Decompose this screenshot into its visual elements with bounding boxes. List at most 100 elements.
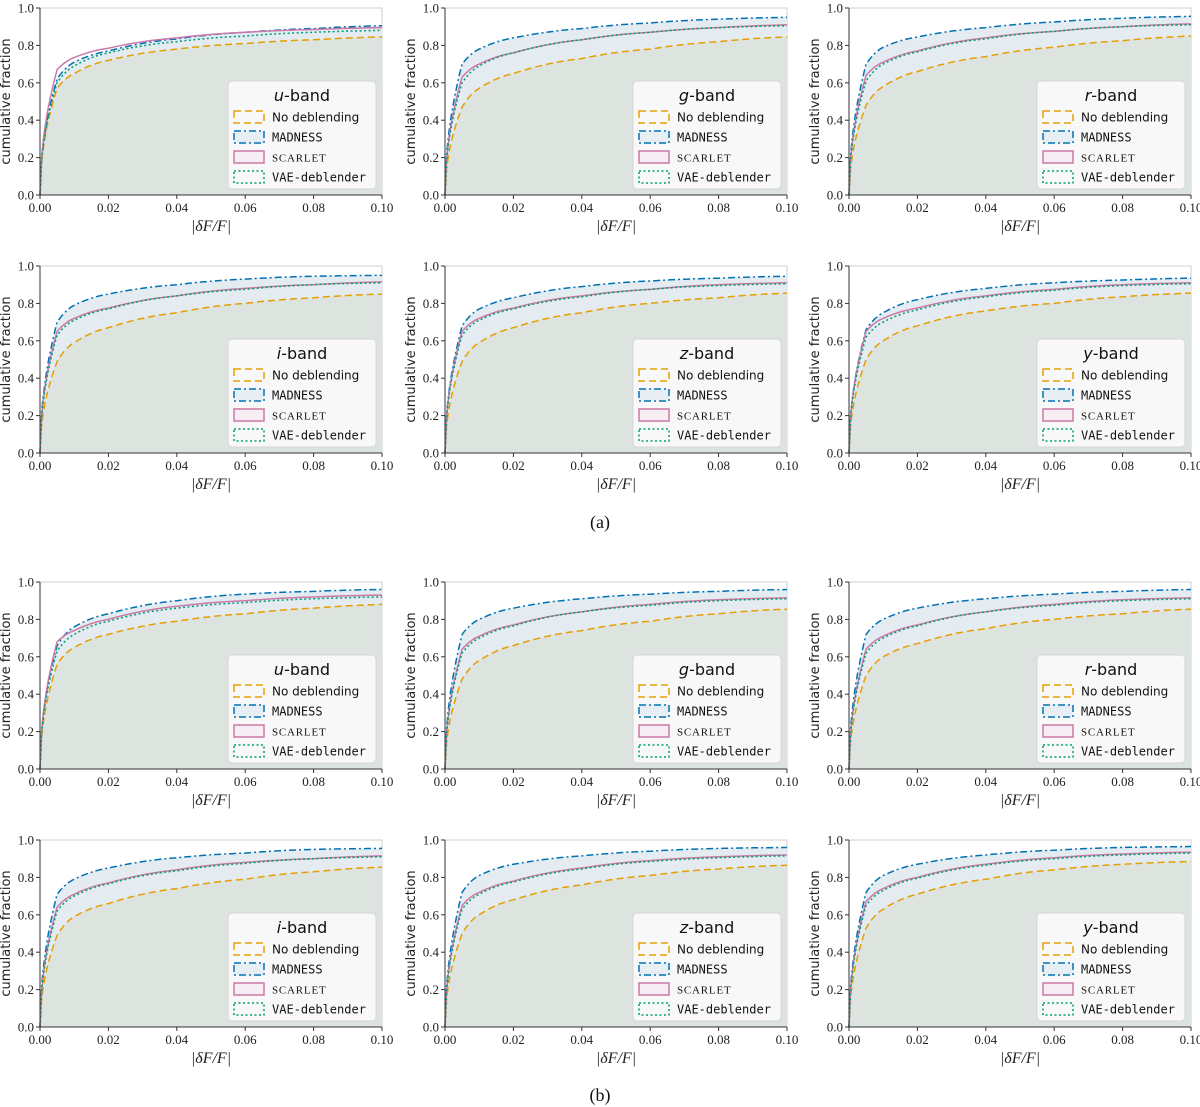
y-axis-label: cumulative fraction [0,296,14,422]
legend-entry: MADNESS [1081,131,1132,145]
y-tick-label: 0.0 [827,446,843,461]
legend-title: r-band [1085,86,1138,105]
x-tick-label: 0.10 [776,774,799,789]
x-tick-label: 0.06 [234,1032,257,1047]
x-tick-label: 0.02 [502,774,525,789]
legend-box [632,338,782,448]
legend-entry: No deblending [272,369,359,383]
x-tick-label: 0.06 [639,1032,662,1047]
legend-swatch [638,150,670,164]
legend-box [632,80,782,190]
y-tick-label: 1.0 [423,575,439,590]
x-tick-label: 0.10 [1180,458,1200,473]
legend-entry: VAE-deblender [677,1003,771,1017]
y-tick-label: 0.4 [827,945,844,960]
x-tick-label: 0.00 [434,774,457,789]
y-tick-label: 0.8 [423,296,439,311]
y-tick-label: 0.2 [18,982,34,997]
legend-swatch [1042,150,1074,164]
legend-swatch [638,170,670,184]
y-tick-label: 0.4 [18,687,35,702]
legend-entry: SCARLET [1081,153,1136,165]
panel-b-z: 0.00 0.02 0.04 0.06 0.08 0.10 0.0 0.2 0.4 0.6 0.8 1… [404,833,798,1068]
y-tick-label: 0.8 [18,870,34,885]
x-tick-label: 0.08 [707,458,730,473]
legend-swatch [1042,368,1074,382]
y-tick-label: 0.0 [18,1020,34,1035]
x-tick-label: 0.00 [434,1032,457,1047]
x-axis-label: |δF/F| [596,1050,636,1067]
legend-swatch [638,704,670,718]
x-tick-label: 0.06 [639,200,662,215]
y-tick-label: 0.2 [423,408,439,423]
x-tick-label: 0.04 [974,458,997,473]
y-tick-label: 1.0 [423,259,439,274]
legend-box [1036,654,1186,764]
x-tick-label: 0.08 [1111,458,1134,473]
y-tick-label: 0.2 [423,150,439,165]
panel-a-y: 0.00 0.02 0.04 0.06 0.08 0.10 0.0 0.2 0.4 0.6 0.8 1… [808,259,1200,494]
legend-title: i-band [277,918,327,937]
x-axis-label: |δF/F| [596,792,636,809]
x-tick-label: 0.04 [165,1032,188,1047]
x-tick-label: 0.00 [29,774,52,789]
x-tick-label: 0.00 [29,458,52,473]
x-tick-label: 0.06 [234,458,257,473]
panel-b-g: 0.00 0.02 0.04 0.06 0.08 0.10 0.0 0.2 0.4 0.6 0.8 1… [404,575,798,810]
x-tick-label: 0.08 [707,200,730,215]
y-tick-label: 0.2 [18,150,34,165]
x-tick-label: 0.10 [776,458,799,473]
series-line-vae-deblender [39,856,383,1028]
legend-entry: SCARLET [677,411,732,423]
x-axis-label: |δF/F| [1000,792,1040,809]
y-tick-label: 0.4 [827,113,844,128]
y-tick-label: 0.6 [423,907,440,922]
x-axis-label: |δF/F| [191,792,231,809]
y-tick-label: 0.4 [827,687,844,702]
caption-a: (a) [590,512,610,532]
legend-title: z-band [679,344,734,363]
series-line-no-deblending [444,36,788,196]
legend-entry: MADNESS [272,389,323,403]
caption-b: (b) [589,1085,611,1105]
y-tick-label: 0.2 [18,724,34,739]
legend-swatch [233,684,265,698]
legend-swatch [233,744,265,758]
legend-swatch [638,684,670,698]
series-line-no-deblending [39,36,383,196]
legend-swatch [233,704,265,718]
y-tick-label: 0.0 [18,188,34,203]
series-line-vae-deblender [848,24,1192,196]
legend-title: i-band [277,344,327,363]
series-line-no-deblending [39,866,383,1028]
legend-entry: SCARLET [677,153,732,165]
legend-swatch [1042,704,1074,718]
y-tick-label: 0.6 [827,333,844,348]
y-tick-label: 0.4 [18,113,35,128]
legend-swatch [1042,962,1074,976]
series-line-scarlet [848,23,1192,196]
legend-entry: SCARLET [272,727,327,739]
x-tick-label: 0.04 [165,774,188,789]
series-line-vae-deblender [848,283,1192,454]
y-tick-label: 1.0 [18,1,34,16]
x-tick-label: 0.10 [371,458,394,473]
series-line-madness [444,846,787,1028]
y-tick-label: 0.2 [18,408,34,423]
y-tick-label: 0.4 [423,687,440,702]
x-tick-label: 0.02 [97,774,120,789]
series-line-vae-deblender [444,855,788,1028]
legend-entry: MADNESS [677,131,728,145]
legend-entry: SCARLET [1081,727,1136,739]
legend-entry: No deblending [677,369,764,383]
series-line-vae-deblender [39,282,383,454]
x-tick-label: 0.06 [639,458,662,473]
series-line-no-deblending [848,608,1192,770]
x-tick-label: 0.08 [302,774,325,789]
panel-a-i: 0.00 0.02 0.04 0.06 0.08 0.10 0.0 0.2 0.4 0.6 0.8 1… [0,259,393,494]
y-tick-label: 0.6 [18,907,35,922]
y-tick-label: 0.6 [827,75,844,90]
y-tick-label: 1.0 [423,1,439,16]
legend-swatch [1042,744,1074,758]
